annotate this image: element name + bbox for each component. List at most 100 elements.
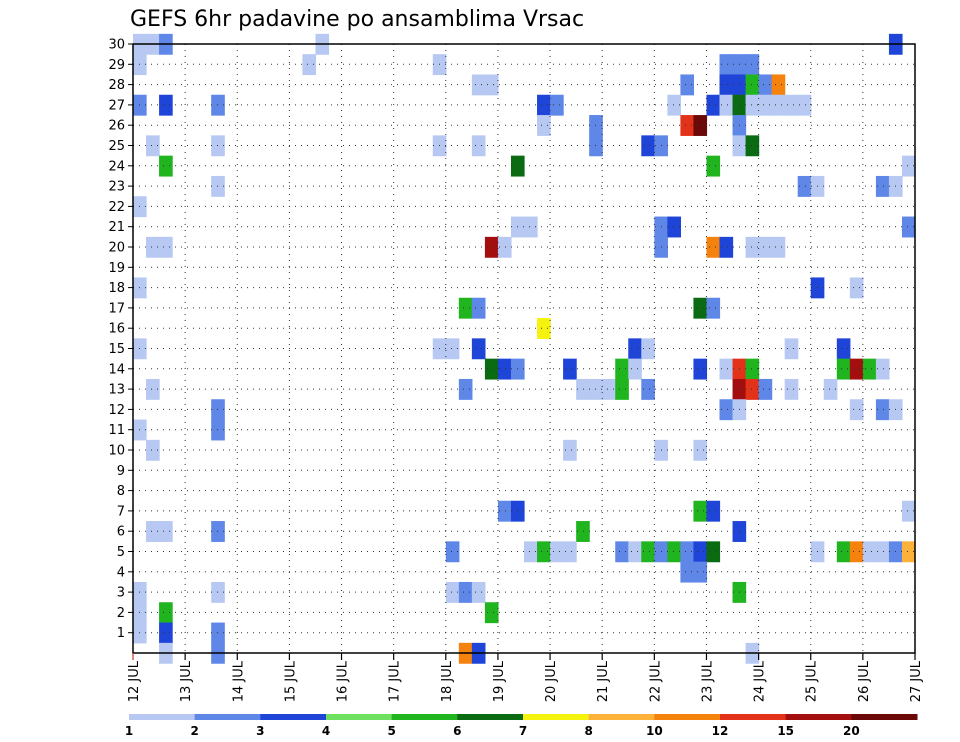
precip-cell xyxy=(667,94,681,116)
precip-cell xyxy=(563,541,577,563)
precip-cell xyxy=(797,175,812,197)
precip-cell xyxy=(628,541,642,563)
precip-cell xyxy=(719,54,734,76)
precip-cell xyxy=(471,581,486,603)
x-tick-label: 27 JUL xyxy=(909,660,924,702)
y-tick-label: 30 xyxy=(108,38,125,53)
colorbar-swatch xyxy=(785,714,852,720)
y-tick-label: 3 xyxy=(117,586,125,601)
precip-cell xyxy=(537,318,551,339)
x-tick-label: 13 JUL xyxy=(179,660,194,702)
y-tick-label: 2 xyxy=(117,606,125,621)
colorbar-label: 12 xyxy=(712,724,729,738)
precip-cell xyxy=(719,74,734,96)
precip-cell xyxy=(302,54,317,76)
precip-cell xyxy=(745,54,760,76)
y-tick-label: 12 xyxy=(108,403,125,418)
colorbar-label: 20 xyxy=(843,724,860,738)
precip-cell xyxy=(875,541,890,563)
precip-cell xyxy=(693,358,708,380)
precip-cell xyxy=(537,94,551,116)
y-tick-label: 6 xyxy=(117,525,125,540)
precip-cell xyxy=(784,338,799,360)
precip-cell xyxy=(719,94,734,116)
precip-cell xyxy=(680,561,695,583)
y-tick-label: 21 xyxy=(108,220,125,235)
precip-cell xyxy=(484,602,499,624)
precip-cell xyxy=(706,500,721,522)
precip-cell xyxy=(458,297,473,319)
precip-cell xyxy=(211,175,225,197)
precip-cell xyxy=(745,94,760,116)
precip-cell xyxy=(875,175,890,197)
x-tick-label: 21 JUL xyxy=(596,660,611,702)
precip-cell xyxy=(745,358,760,380)
precip-cell xyxy=(862,541,877,563)
y-tick-label: 14 xyxy=(108,362,125,377)
precip-cell xyxy=(680,74,695,96)
colorbar-label: 3 xyxy=(256,724,264,738)
precip-cell xyxy=(849,399,864,421)
precip-cell xyxy=(680,541,695,563)
colorbar-swatch xyxy=(129,714,196,720)
x-tick-label: 12 JUL xyxy=(127,660,142,702)
precip-cell xyxy=(445,338,460,360)
y-tick-label: 5 xyxy=(117,545,125,560)
x-tick-label: 14 JUL xyxy=(231,660,246,702)
precip-cell xyxy=(211,622,225,644)
colorbar: 1 2 3 4 5 6 7 8 10 12 15 20 xyxy=(125,714,918,738)
precip-cell xyxy=(836,541,851,563)
y-tick-label: 24 xyxy=(108,159,125,174)
y-tick-label: 9 xyxy=(117,464,125,479)
precip-cell xyxy=(641,135,655,157)
y-tick-label: 15 xyxy=(108,342,125,357)
precip-cell xyxy=(615,358,629,380)
y-tick-label: 11 xyxy=(108,423,125,438)
colorbar-label: 10 xyxy=(646,724,663,738)
precip-cell xyxy=(211,94,225,116)
precip-cell xyxy=(836,358,851,380)
colorbar-label: 8 xyxy=(584,724,592,738)
y-tick-label: 8 xyxy=(117,484,125,499)
y-tick-label: 19 xyxy=(108,261,125,276)
x-tick-label: 15 JUL xyxy=(283,660,298,702)
colorbar-label: 15 xyxy=(777,724,794,738)
x-axis: 12 JUL 13 JUL 14 JUL 15 JUL 16 JUL 17 JUL 18 J… xyxy=(127,653,924,702)
precip-cell xyxy=(771,94,786,116)
precip-cell xyxy=(576,378,590,400)
precip-cell xyxy=(706,297,721,319)
precip-cell xyxy=(211,399,225,421)
colorbar-swatch xyxy=(523,714,590,720)
x-tick-label: 19 JUL xyxy=(492,660,507,702)
colorbar-label: 6 xyxy=(453,724,461,738)
precip-cell xyxy=(641,378,655,400)
y-tick-label: 17 xyxy=(108,301,125,316)
precip-cell xyxy=(901,155,916,177)
colorbar-swatch xyxy=(391,714,458,720)
precip-cell xyxy=(784,378,799,400)
precip-cell xyxy=(771,236,786,258)
precip-cell xyxy=(758,378,773,400)
precip-cell xyxy=(550,541,564,563)
colorbar-swatch xyxy=(851,714,918,720)
precip-cell xyxy=(615,541,629,563)
precip-cell xyxy=(159,155,173,177)
precip-cell xyxy=(849,541,864,563)
precip-cell xyxy=(797,94,812,116)
precip-cell xyxy=(471,135,486,157)
precip-cell xyxy=(745,378,760,400)
precip-cell xyxy=(719,236,734,258)
colorbar-label: 5 xyxy=(387,724,395,738)
precip-cell xyxy=(484,358,499,380)
chart-title: GEFS 6hr padavine po ansamblima Vrsac xyxy=(130,7,584,32)
precip-cell xyxy=(563,439,577,461)
precip-cell xyxy=(758,94,773,116)
precip-cell xyxy=(719,399,734,421)
precip-cell xyxy=(693,541,708,563)
precip-cell xyxy=(901,500,916,522)
precip-cell xyxy=(901,216,916,238)
y-tick-label: 28 xyxy=(108,78,125,93)
precip-cell xyxy=(758,74,773,96)
precip-cell xyxy=(471,297,486,319)
